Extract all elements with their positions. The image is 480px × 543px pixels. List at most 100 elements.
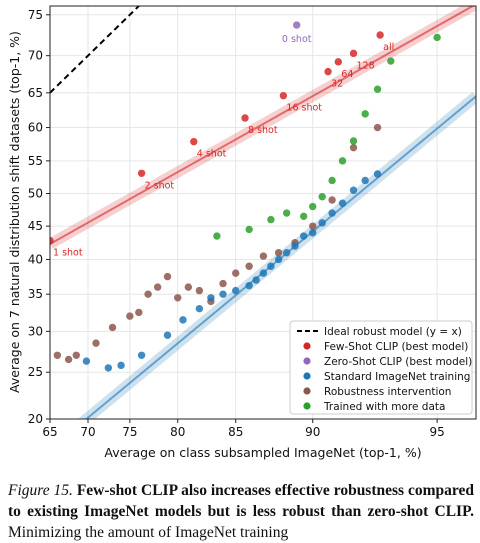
figure-caption: Figure 15. Few-shot CLIP also increases … — [8, 480, 474, 543]
legend-zeroshot-label: Zero-Shot CLIP (best model) — [324, 356, 472, 368]
robust-point — [53, 351, 62, 359]
more-data-point — [338, 157, 347, 165]
fewshot-point — [334, 58, 342, 66]
standard-point — [219, 290, 227, 298]
standard-point — [82, 357, 91, 365]
legend-robust-label: Robustness intervention — [324, 386, 451, 398]
robust-point — [163, 272, 172, 281]
more-data-point — [245, 225, 253, 234]
fewshot-point-label: 1 shot — [53, 248, 83, 259]
more-data-point — [349, 137, 358, 145]
standard-point — [328, 209, 336, 217]
standard-point — [137, 351, 146, 359]
zeroshot-point — [293, 21, 301, 29]
legend-fewshot-swatch — [303, 342, 311, 350]
x-tick-label: 95 — [429, 425, 444, 439]
fewshot-point — [190, 137, 198, 146]
fewshot-point — [137, 169, 146, 178]
standard-point — [117, 361, 125, 370]
fewshot-point — [376, 31, 384, 39]
standard-point — [245, 281, 253, 290]
y-tick-label: 55 — [28, 154, 43, 168]
robust-point — [144, 290, 152, 298]
robust-point — [373, 123, 382, 132]
more-data-point — [309, 202, 317, 211]
x-axis-label: Average on class subsampled ImageNet (to… — [104, 445, 421, 460]
more-data-point — [373, 85, 382, 93]
robust-point — [72, 351, 80, 359]
more-data-point — [282, 209, 291, 217]
more-data-point — [328, 176, 336, 185]
standard-point — [338, 199, 347, 207]
caption-figure-label: Figure 15. — [8, 482, 73, 499]
standard-point — [349, 186, 358, 194]
robust-point — [126, 312, 134, 320]
legend-robust-swatch — [303, 387, 311, 395]
x-tick-label: 85 — [228, 425, 243, 439]
fewshot-point — [349, 49, 358, 58]
y-tick-label: 75 — [28, 8, 43, 22]
fewshot-point-label: 8 shot — [248, 125, 278, 136]
standard-point — [361, 176, 369, 185]
plot-frame — [49, 5, 477, 420]
robust-point — [108, 323, 117, 332]
caption-bold-text: Few-shot CLIP also increases effective r… — [8, 482, 474, 520]
standard-point — [163, 331, 172, 339]
robust-point — [309, 222, 317, 230]
robust-point — [274, 249, 283, 257]
caption-body-text: Minimizing the amount of ImageNet traini… — [8, 524, 289, 541]
zeroshot-point-label: 0 shot — [282, 34, 312, 45]
robust-point — [195, 286, 204, 295]
legend-standard-label: Standard ImageNet training — [324, 371, 470, 383]
fewshot-fit-line — [50, 6, 475, 245]
fewshot-point-label: 32 — [331, 79, 343, 90]
fewshot-point — [324, 67, 332, 76]
standard-point — [309, 229, 317, 237]
legend-standard-swatch — [303, 372, 311, 380]
robust-point — [219, 279, 227, 288]
y-tick-label: 50 — [28, 186, 43, 200]
y-tick-label: 70 — [28, 49, 43, 63]
legend-ideal-label: Ideal robust model (y = x) — [324, 326, 462, 338]
standard-point — [318, 219, 326, 227]
robust-point — [174, 294, 182, 302]
x-tick-label: 70 — [80, 425, 95, 439]
y-tick-label: 60 — [28, 121, 43, 135]
x-tick-label: 80 — [170, 425, 185, 439]
robust-point — [232, 269, 240, 277]
standard-point — [282, 249, 291, 257]
more-data-point — [213, 232, 221, 240]
legend-fewshot-label: Few-Shot CLIP (best model) — [324, 341, 468, 353]
legend-more-label: Trained with more data — [323, 401, 445, 413]
fewshot-point — [241, 114, 249, 122]
standard-point — [207, 294, 215, 302]
y-tick-label: 45 — [28, 219, 43, 233]
y-tick-label: 35 — [28, 287, 43, 301]
standard-point — [252, 276, 260, 284]
robust-point — [64, 355, 73, 364]
standard-point — [179, 316, 187, 324]
robust-point — [328, 196, 336, 204]
more-data-point — [267, 215, 275, 224]
legend-more-swatch — [303, 402, 311, 410]
robust-point — [184, 283, 193, 291]
standard-point — [291, 242, 299, 250]
y-tick-label: 20 — [28, 412, 43, 426]
fewshot-point-label: 64 — [341, 69, 353, 80]
robust-point — [245, 262, 253, 270]
y-tick-label: 65 — [28, 86, 43, 100]
standard-point — [274, 255, 283, 264]
robust-point — [92, 339, 100, 347]
fewshot-point-label: all — [383, 42, 394, 53]
x-tick-label: 75 — [122, 425, 137, 439]
robust-point — [259, 252, 268, 260]
fewshot-point-label: 16 shot — [286, 103, 322, 114]
robust-point — [349, 143, 358, 152]
standard-point — [299, 232, 308, 240]
legend: Ideal robust model (y = x) Few-Shot CLIP… — [289, 320, 473, 415]
fewshot-point — [50, 236, 54, 245]
y-tick-label: 25 — [28, 365, 43, 379]
fewshot-point-label: 2 shot — [145, 180, 175, 191]
